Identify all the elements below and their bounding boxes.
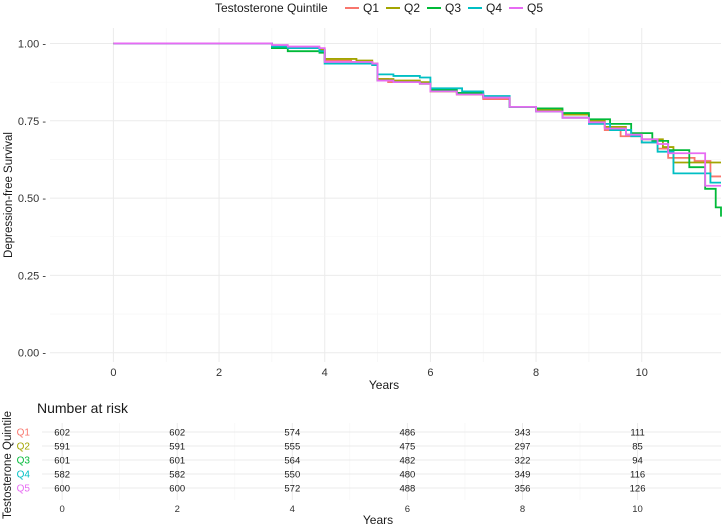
risk-cell-q1: 602 <box>169 428 185 439</box>
km-x-axis-title: Years <box>369 378 399 392</box>
risk-cell-q2: 591 <box>54 442 70 453</box>
risk-cell-q4: 480 <box>399 470 415 481</box>
risk-cell-q2: 297 <box>515 442 531 453</box>
risk-y-axis-title: Testosterone Quintile <box>2 411 14 519</box>
risk-cell-q3: 482 <box>399 456 415 467</box>
risk-x-tick-label: 4 <box>290 504 295 515</box>
risk-cell-q2: 555 <box>284 442 300 453</box>
risk-x-axis-title: Years <box>363 513 393 527</box>
risk-cell-q2: 475 <box>399 442 415 453</box>
risk-table-cells: 602 602 574 486 343 111 591 591 555 475 297 85 601 60… <box>54 428 645 495</box>
km-y-tick-label: 0.50 - <box>18 193 46 205</box>
risk-cell-q3: 94 <box>632 456 643 467</box>
risk-cell-q3: 601 <box>54 456 70 467</box>
risk-cell-q4: 116 <box>630 470 645 481</box>
risk-cell-q4: 349 <box>515 470 531 481</box>
legend-title: Testosterone Quintile <box>215 1 328 15</box>
risk-row-label-q1: Q1 <box>17 428 31 439</box>
km-y-tick-label: 1.00 - <box>18 38 46 50</box>
risk-cell-q1: 486 <box>399 428 415 439</box>
risk-row-label-q4: Q4 <box>17 470 31 481</box>
risk-cell-q5: 600 <box>169 484 185 495</box>
legend-label-q1: Q1 <box>363 1 379 15</box>
km-x-tick-label: 2 <box>216 367 222 379</box>
legend-label-q5: Q5 <box>527 1 543 15</box>
km-plot-panel <box>50 28 722 362</box>
legend-label-q3: Q3 <box>445 1 461 15</box>
risk-cell-q3: 564 <box>284 456 300 467</box>
risk-cell-q5: 572 <box>284 484 300 495</box>
risk-x-tick-label: 8 <box>520 504 525 515</box>
km-x-tick-label: 4 <box>322 367 328 379</box>
risk-cell-q2: 85 <box>632 442 643 453</box>
risk-cell-q1: 111 <box>630 428 644 439</box>
legend: Testosterone Quintile Q1 Q2 Q3 Q4 Q5 <box>215 1 543 15</box>
km-y-tick-label: 0.00 - <box>18 348 46 360</box>
risk-cell-q1: 602 <box>54 428 70 439</box>
risk-table-gridlines <box>42 423 721 500</box>
risk-x-tick-label: 2 <box>175 504 180 515</box>
km-axes: 0.00 - 0.25 - 0.50 - 0.75 - 1.00 - 0 2 4 6 8 10 <box>18 38 648 379</box>
km-x-tick-label: 8 <box>533 367 539 379</box>
risk-x-tick-label: 10 <box>632 504 643 515</box>
risk-table-axes: Q1 Q2 Q3 Q4 Q5 0 2 4 6 8 10 <box>17 428 643 516</box>
km-x-tick-label: 0 <box>110 367 116 379</box>
risk-cell-q2: 591 <box>169 442 185 453</box>
risk-table-title: Number at risk <box>37 400 129 416</box>
risk-cell-q4: 582 <box>169 470 185 481</box>
km-series-q5 <box>113 42 721 187</box>
risk-row-label-q5: Q5 <box>17 484 31 495</box>
km-series-q4 <box>113 42 721 184</box>
risk-row-label-q2: Q2 <box>17 442 31 453</box>
risk-cell-q4: 582 <box>54 470 70 481</box>
km-series-lines <box>113 42 722 217</box>
risk-table-panel: 602 602 574 486 343 111 591 591 555 475 297 85 601 60… <box>42 423 721 500</box>
risk-cell-q5: 356 <box>515 484 531 495</box>
risk-cell-q1: 574 <box>284 428 300 439</box>
risk-cell-q1: 343 <box>515 428 531 439</box>
risk-row-label-q3: Q3 <box>17 456 31 467</box>
legend-label-q4: Q4 <box>486 1 502 15</box>
km-y-axis-title: Depression-free Survival <box>3 132 15 258</box>
risk-cell-q5: 126 <box>630 484 646 495</box>
risk-cell-q3: 322 <box>515 456 531 467</box>
legend-label-q2: Q2 <box>404 1 420 15</box>
risk-x-tick-label: 6 <box>405 504 410 515</box>
risk-cell-q4: 550 <box>284 470 300 481</box>
risk-cell-q5: 600 <box>54 484 70 495</box>
km-y-tick-label: 0.75 - <box>18 116 46 128</box>
km-y-tick-label: 0.25 - <box>18 270 46 282</box>
risk-cell-q3: 601 <box>169 456 185 467</box>
km-x-tick-label: 6 <box>427 367 433 379</box>
km-x-tick-label: 10 <box>636 367 648 379</box>
risk-x-tick-label: 0 <box>59 504 64 515</box>
risk-cell-q5: 488 <box>399 484 415 495</box>
